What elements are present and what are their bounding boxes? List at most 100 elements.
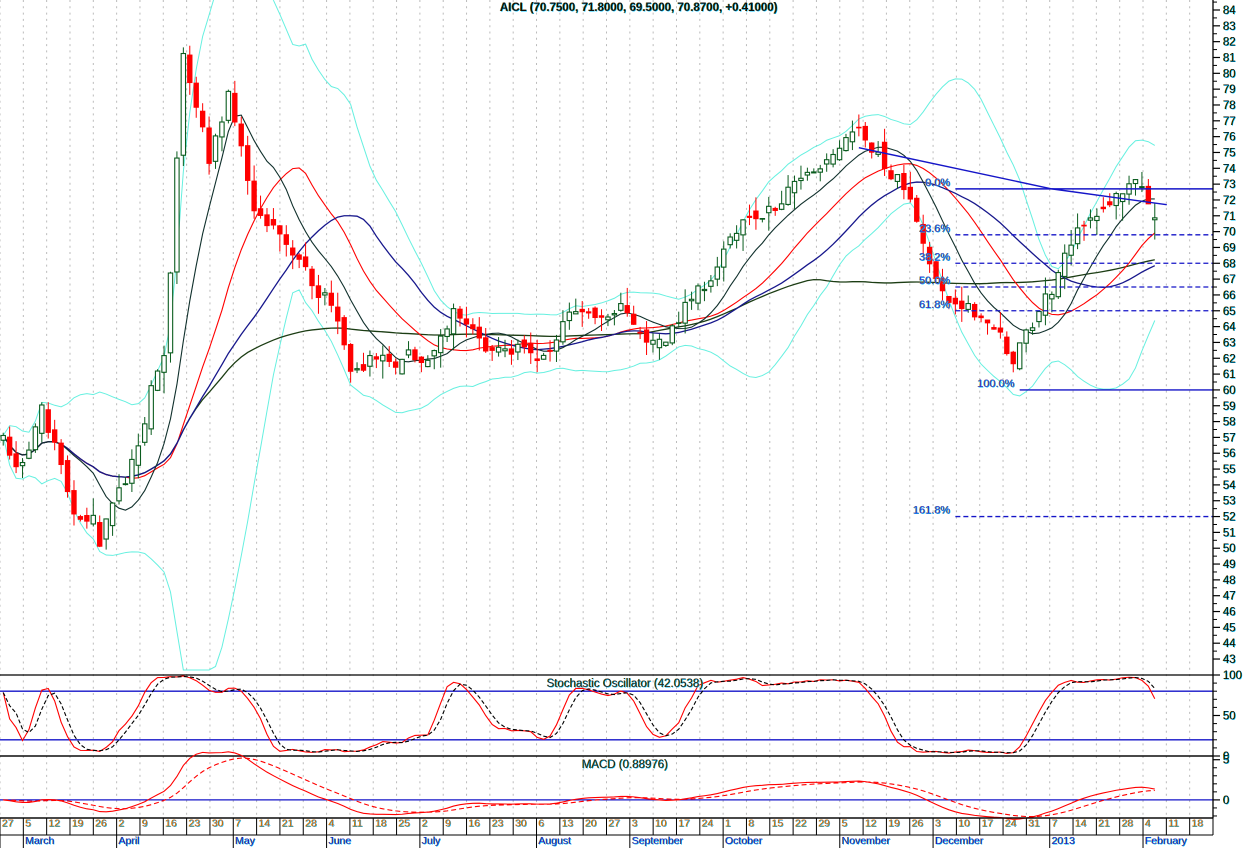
- svg-text:55: 55: [1223, 464, 1236, 476]
- svg-text:8: 8: [748, 818, 754, 830]
- svg-text:70: 70: [1223, 227, 1236, 239]
- svg-text:7: 7: [235, 818, 241, 830]
- svg-text:5: 5: [842, 818, 848, 830]
- svg-text:21: 21: [1098, 818, 1110, 830]
- svg-text:MACD (0.88976): MACD (0.88976): [582, 759, 668, 771]
- svg-text:44: 44: [1223, 638, 1236, 650]
- svg-text:18: 18: [1192, 818, 1204, 830]
- svg-text:47: 47: [1223, 591, 1236, 603]
- svg-text:14: 14: [259, 818, 271, 830]
- svg-text:9: 9: [445, 818, 451, 830]
- svg-text:28: 28: [305, 818, 317, 830]
- svg-text:83: 83: [1223, 21, 1236, 33]
- svg-text:65: 65: [1223, 306, 1236, 318]
- svg-text:81: 81: [1223, 52, 1236, 64]
- svg-text:54: 54: [1223, 480, 1236, 492]
- svg-text:46: 46: [1223, 607, 1236, 619]
- svg-text:5: 5: [1223, 755, 1229, 767]
- svg-text:22: 22: [795, 818, 807, 830]
- svg-text:February: February: [1145, 835, 1188, 847]
- svg-text:77: 77: [1223, 116, 1236, 128]
- svg-text:16: 16: [469, 818, 481, 830]
- svg-text:25: 25: [399, 818, 411, 830]
- svg-text:0.0%: 0.0%: [925, 177, 950, 189]
- svg-text:March: March: [25, 835, 54, 847]
- svg-text:12: 12: [49, 818, 61, 830]
- svg-text:1: 1: [725, 818, 731, 830]
- svg-text:56: 56: [1223, 448, 1236, 460]
- svg-text:15: 15: [772, 818, 784, 830]
- svg-text:24: 24: [1005, 818, 1017, 830]
- svg-text:63: 63: [1223, 337, 1236, 349]
- svg-text:18: 18: [375, 818, 387, 830]
- svg-text:3: 3: [632, 818, 638, 830]
- svg-text:71: 71: [1223, 211, 1236, 223]
- svg-text:19: 19: [72, 818, 84, 830]
- svg-text:57: 57: [1223, 432, 1236, 444]
- svg-text:30: 30: [212, 818, 224, 830]
- svg-text:161.8%: 161.8%: [913, 505, 951, 517]
- svg-text:21: 21: [282, 818, 294, 830]
- svg-text:26: 26: [912, 818, 924, 830]
- svg-text:AICL (70.7500, 71.8000, 69.500: AICL (70.7500, 71.8000, 69.5000, 70.8700…: [500, 2, 778, 14]
- svg-text:2013: 2013: [1052, 835, 1076, 847]
- svg-text:23: 23: [492, 818, 504, 830]
- svg-text:April: April: [119, 835, 140, 847]
- svg-text:48: 48: [1223, 575, 1236, 587]
- svg-text:68: 68: [1223, 258, 1236, 270]
- svg-text:10: 10: [655, 818, 667, 830]
- svg-text:45: 45: [1223, 622, 1236, 634]
- svg-text:58: 58: [1223, 417, 1236, 429]
- svg-text:6: 6: [539, 818, 545, 830]
- svg-text:4: 4: [1145, 818, 1151, 830]
- svg-text:59: 59: [1223, 401, 1236, 413]
- svg-text:24: 24: [702, 818, 714, 830]
- svg-text:50: 50: [1223, 543, 1236, 555]
- svg-text:75: 75: [1223, 147, 1236, 159]
- svg-text:0: 0: [1223, 795, 1229, 807]
- svg-text:61.8%: 61.8%: [919, 299, 950, 311]
- svg-text:14: 14: [1075, 818, 1087, 830]
- svg-text:4: 4: [329, 818, 335, 830]
- svg-text:64: 64: [1223, 322, 1236, 334]
- svg-text:69: 69: [1223, 242, 1236, 254]
- svg-text:7: 7: [1052, 818, 1058, 830]
- svg-text:2: 2: [422, 818, 428, 830]
- svg-text:82: 82: [1223, 37, 1236, 49]
- svg-text:9: 9: [142, 818, 148, 830]
- svg-text:16: 16: [165, 818, 177, 830]
- svg-text:61: 61: [1223, 369, 1236, 381]
- svg-text:17: 17: [678, 818, 690, 830]
- svg-text:May: May: [235, 835, 256, 847]
- svg-text:52: 52: [1223, 512, 1236, 524]
- svg-text:50: 50: [1223, 711, 1236, 723]
- svg-text:51: 51: [1223, 527, 1236, 539]
- svg-text:13: 13: [562, 818, 574, 830]
- svg-text:43: 43: [1223, 654, 1236, 666]
- svg-text:60: 60: [1223, 385, 1236, 397]
- svg-text:30: 30: [515, 818, 527, 830]
- svg-text:11: 11: [1168, 818, 1179, 830]
- svg-text:23.6%: 23.6%: [919, 223, 950, 235]
- svg-text:Stochastic Oscillator (42.0538: Stochastic Oscillator (42.0538): [547, 678, 704, 690]
- svg-text:74: 74: [1223, 163, 1236, 175]
- svg-text:28: 28: [1122, 818, 1134, 830]
- svg-text:76: 76: [1223, 132, 1236, 144]
- svg-text:5: 5: [25, 818, 31, 830]
- svg-text:October: October: [725, 835, 763, 847]
- svg-text:29: 29: [818, 818, 830, 830]
- svg-text:17: 17: [982, 818, 994, 830]
- svg-text:84: 84: [1223, 5, 1236, 17]
- svg-text:100.0%: 100.0%: [977, 378, 1015, 390]
- svg-text:73: 73: [1223, 179, 1236, 191]
- svg-text:July: July: [422, 835, 441, 847]
- svg-text:66: 66: [1223, 290, 1236, 302]
- svg-text:20: 20: [585, 818, 597, 830]
- svg-text:27: 27: [609, 818, 621, 830]
- svg-text:12: 12: [865, 818, 877, 830]
- svg-text:80: 80: [1223, 68, 1236, 80]
- svg-text:27: 27: [2, 818, 14, 830]
- svg-text:78: 78: [1223, 100, 1236, 112]
- svg-text:62: 62: [1223, 353, 1236, 365]
- svg-text:79: 79: [1223, 84, 1236, 96]
